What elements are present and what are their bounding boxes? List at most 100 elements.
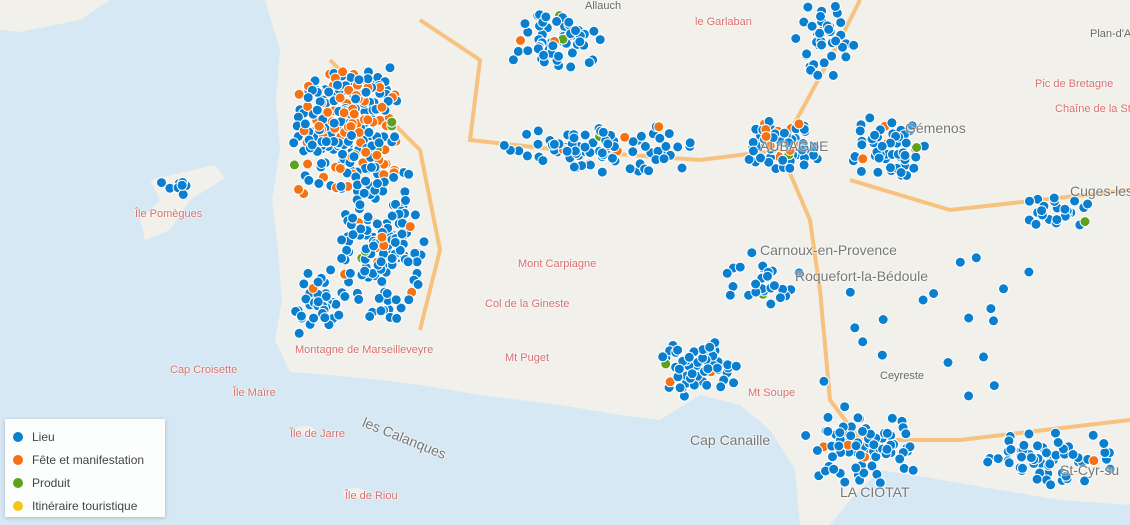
lieu-marker[interactable] (336, 252, 348, 264)
lieu-marker[interactable] (798, 159, 810, 171)
lieu-marker[interactable] (676, 162, 688, 174)
lieu-marker[interactable] (371, 218, 383, 230)
lieu-marker[interactable] (371, 178, 383, 189)
lieu-marker[interactable] (388, 171, 400, 183)
lieu-marker[interactable] (806, 20, 818, 32)
lieu-marker[interactable] (303, 174, 315, 186)
lieu-marker[interactable] (910, 151, 922, 163)
lieu-marker[interactable] (898, 462, 910, 474)
lieu-marker[interactable] (498, 139, 510, 151)
lieu-marker[interactable] (876, 349, 888, 361)
lieu-marker[interactable] (1104, 463, 1116, 475)
produit-marker[interactable] (1079, 216, 1091, 228)
lieu-marker[interactable] (800, 430, 812, 441)
lieu-marker[interactable] (886, 117, 898, 129)
lieu-marker[interactable] (568, 161, 580, 173)
lieu-marker[interactable] (873, 152, 885, 164)
fete-marker[interactable] (653, 121, 665, 133)
lieu-marker[interactable] (551, 15, 563, 27)
fete-marker[interactable] (857, 153, 869, 165)
lieu-marker[interactable] (886, 412, 898, 424)
lieu-marker[interactable] (814, 27, 826, 39)
lieu-marker[interactable] (657, 351, 669, 363)
lieu-marker[interactable] (818, 57, 830, 69)
lieu-marker[interactable] (360, 86, 372, 98)
lieu-marker[interactable] (389, 131, 401, 143)
lieu-marker[interactable] (319, 312, 331, 324)
lieu-marker[interactable] (942, 357, 954, 368)
lieu-marker[interactable] (849, 322, 861, 334)
lieu-marker[interactable] (365, 161, 377, 173)
fete-marker[interactable] (334, 163, 346, 174)
lieu-marker[interactable] (777, 154, 789, 166)
lieu-marker[interactable] (1025, 452, 1037, 464)
lieu-marker[interactable] (596, 166, 608, 178)
lieu-marker[interactable] (1017, 462, 1028, 474)
lieu-marker[interactable] (894, 453, 906, 465)
lieu-marker[interactable] (512, 45, 524, 57)
lieu-marker[interactable] (540, 11, 552, 23)
lieu-marker[interactable] (176, 179, 188, 191)
lieu-marker[interactable] (563, 16, 575, 28)
fete-marker[interactable] (1088, 455, 1100, 467)
fete-marker[interactable] (515, 35, 526, 46)
lieu-marker[interactable] (850, 440, 862, 452)
lieu-marker[interactable] (313, 178, 325, 189)
lieu-marker[interactable] (811, 445, 823, 456)
lieu-marker[interactable] (1023, 266, 1035, 278)
lieu-marker[interactable] (1030, 218, 1042, 230)
lieu-marker[interactable] (963, 390, 975, 402)
lieu-marker[interactable] (660, 140, 672, 152)
lieu-marker[interactable] (597, 126, 609, 138)
fete-marker[interactable] (293, 183, 304, 195)
lieu-marker[interactable] (1051, 214, 1063, 226)
lieu-marker[interactable] (521, 128, 533, 140)
lieu-marker[interactable] (347, 229, 359, 241)
lieu-marker[interactable] (302, 267, 314, 279)
lieu-marker[interactable] (400, 195, 411, 206)
lieu-marker[interactable] (701, 379, 713, 391)
lieu-marker[interactable] (627, 146, 639, 158)
lieu-marker[interactable] (872, 166, 884, 178)
fete-marker[interactable] (664, 376, 676, 388)
lieu-marker[interactable] (728, 377, 740, 389)
lieu-marker[interactable] (992, 453, 1004, 465)
produit-marker[interactable] (288, 159, 300, 171)
lieu-marker[interactable] (826, 50, 838, 62)
lieu-marker[interactable] (519, 18, 531, 30)
lieu-marker[interactable] (790, 33, 802, 44)
fete-marker[interactable] (338, 107, 350, 119)
lieu-marker[interactable] (784, 162, 796, 174)
lieu-marker[interactable] (362, 211, 374, 223)
fete-marker[interactable] (793, 118, 805, 130)
lieu-marker[interactable] (868, 439, 880, 451)
fete-marker[interactable] (293, 88, 305, 100)
fete-marker[interactable] (619, 131, 631, 143)
lieu-marker[interactable] (881, 427, 893, 439)
lieu-marker[interactable] (574, 36, 586, 48)
fete-marker[interactable] (343, 84, 355, 96)
lieu-marker[interactable] (364, 311, 376, 322)
lieu-marker[interactable] (900, 137, 912, 149)
lieu-marker[interactable] (906, 120, 918, 132)
lieu-marker[interactable] (711, 362, 723, 374)
lieu-marker[interactable] (663, 128, 675, 140)
lieu-marker[interactable] (874, 477, 886, 489)
lieu-marker[interactable] (295, 310, 307, 322)
lieu-marker[interactable] (730, 360, 742, 372)
lieu-marker[interactable] (521, 150, 533, 162)
lieu-marker[interactable] (900, 428, 912, 440)
lieu-marker[interactable] (812, 69, 824, 81)
lieu-marker[interactable] (339, 291, 351, 302)
lieu-marker[interactable] (866, 460, 878, 472)
lieu-marker[interactable] (822, 425, 834, 437)
lieu-marker[interactable] (839, 476, 851, 488)
lieu-marker[interactable] (360, 175, 372, 187)
lieu-marker[interactable] (532, 125, 544, 137)
lieu-marker[interactable] (337, 148, 348, 160)
lieu-marker[interactable] (734, 261, 746, 273)
lieu-marker[interactable] (1023, 428, 1035, 440)
lieu-marker[interactable] (298, 278, 310, 290)
lieu-marker[interactable] (855, 165, 867, 177)
lieu-marker[interactable] (963, 312, 975, 324)
